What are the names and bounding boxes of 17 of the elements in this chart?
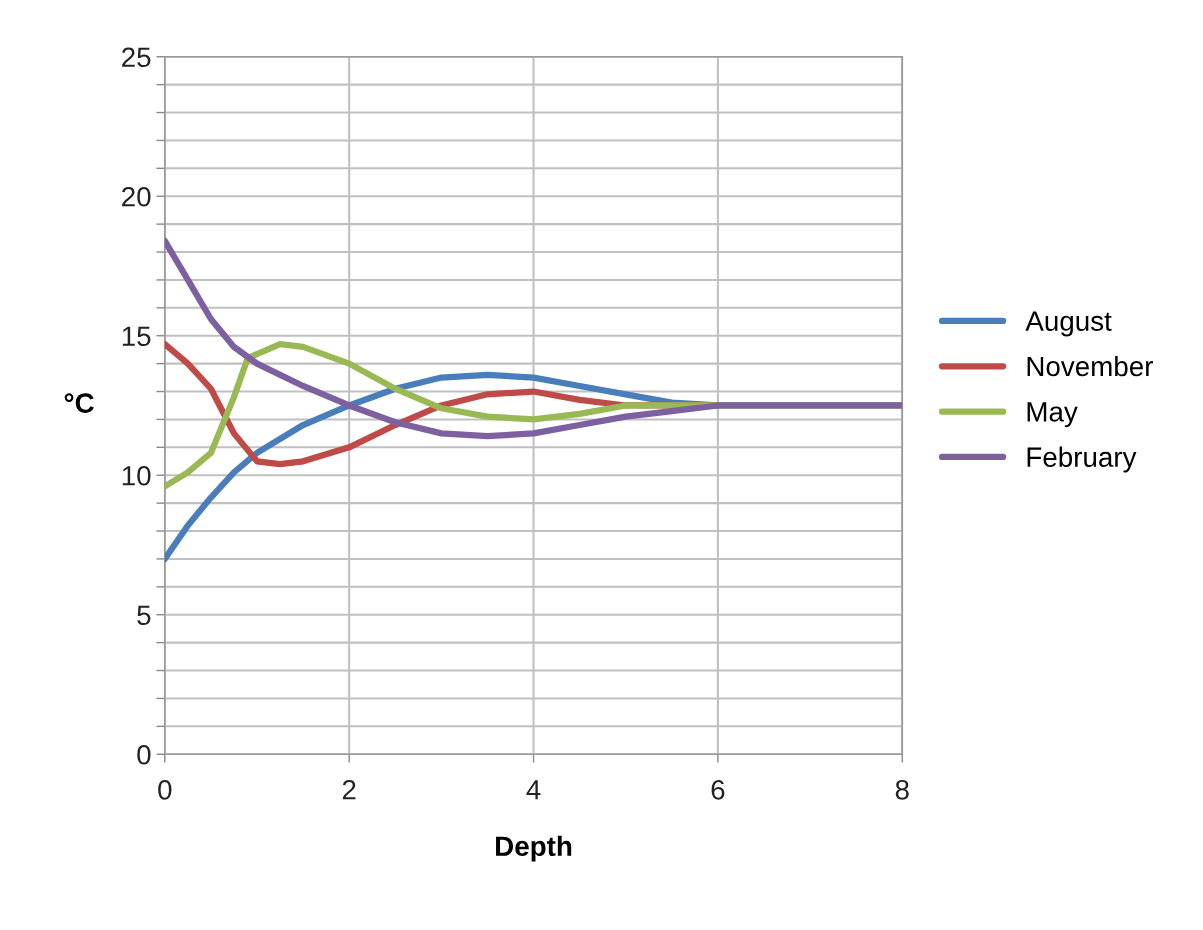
x-axis-title: Depth: [496, 835, 572, 862]
y-tick-label: 5: [137, 605, 151, 626]
legend-label: August: [1025, 311, 1112, 337]
legend-label: November: [1027, 355, 1153, 377]
y-tick-label: 25: [122, 47, 151, 68]
legend-label: May: [1027, 402, 1078, 428]
x-tick-label: 2: [342, 779, 356, 800]
legend-label: February: [1027, 446, 1137, 473]
x-tick-label: 8: [895, 779, 909, 800]
y-tick-label: 20: [122, 186, 151, 207]
x-tick-label: 4: [526, 780, 541, 800]
y-tick-label: 15: [122, 326, 151, 347]
y-axis-title: °C: [64, 393, 94, 413]
y-tick-label: 10: [122, 465, 151, 486]
x-tick-label: 0: [158, 779, 172, 800]
x-tick-label: 6: [711, 779, 725, 800]
y-tick-label: 0: [137, 744, 151, 765]
